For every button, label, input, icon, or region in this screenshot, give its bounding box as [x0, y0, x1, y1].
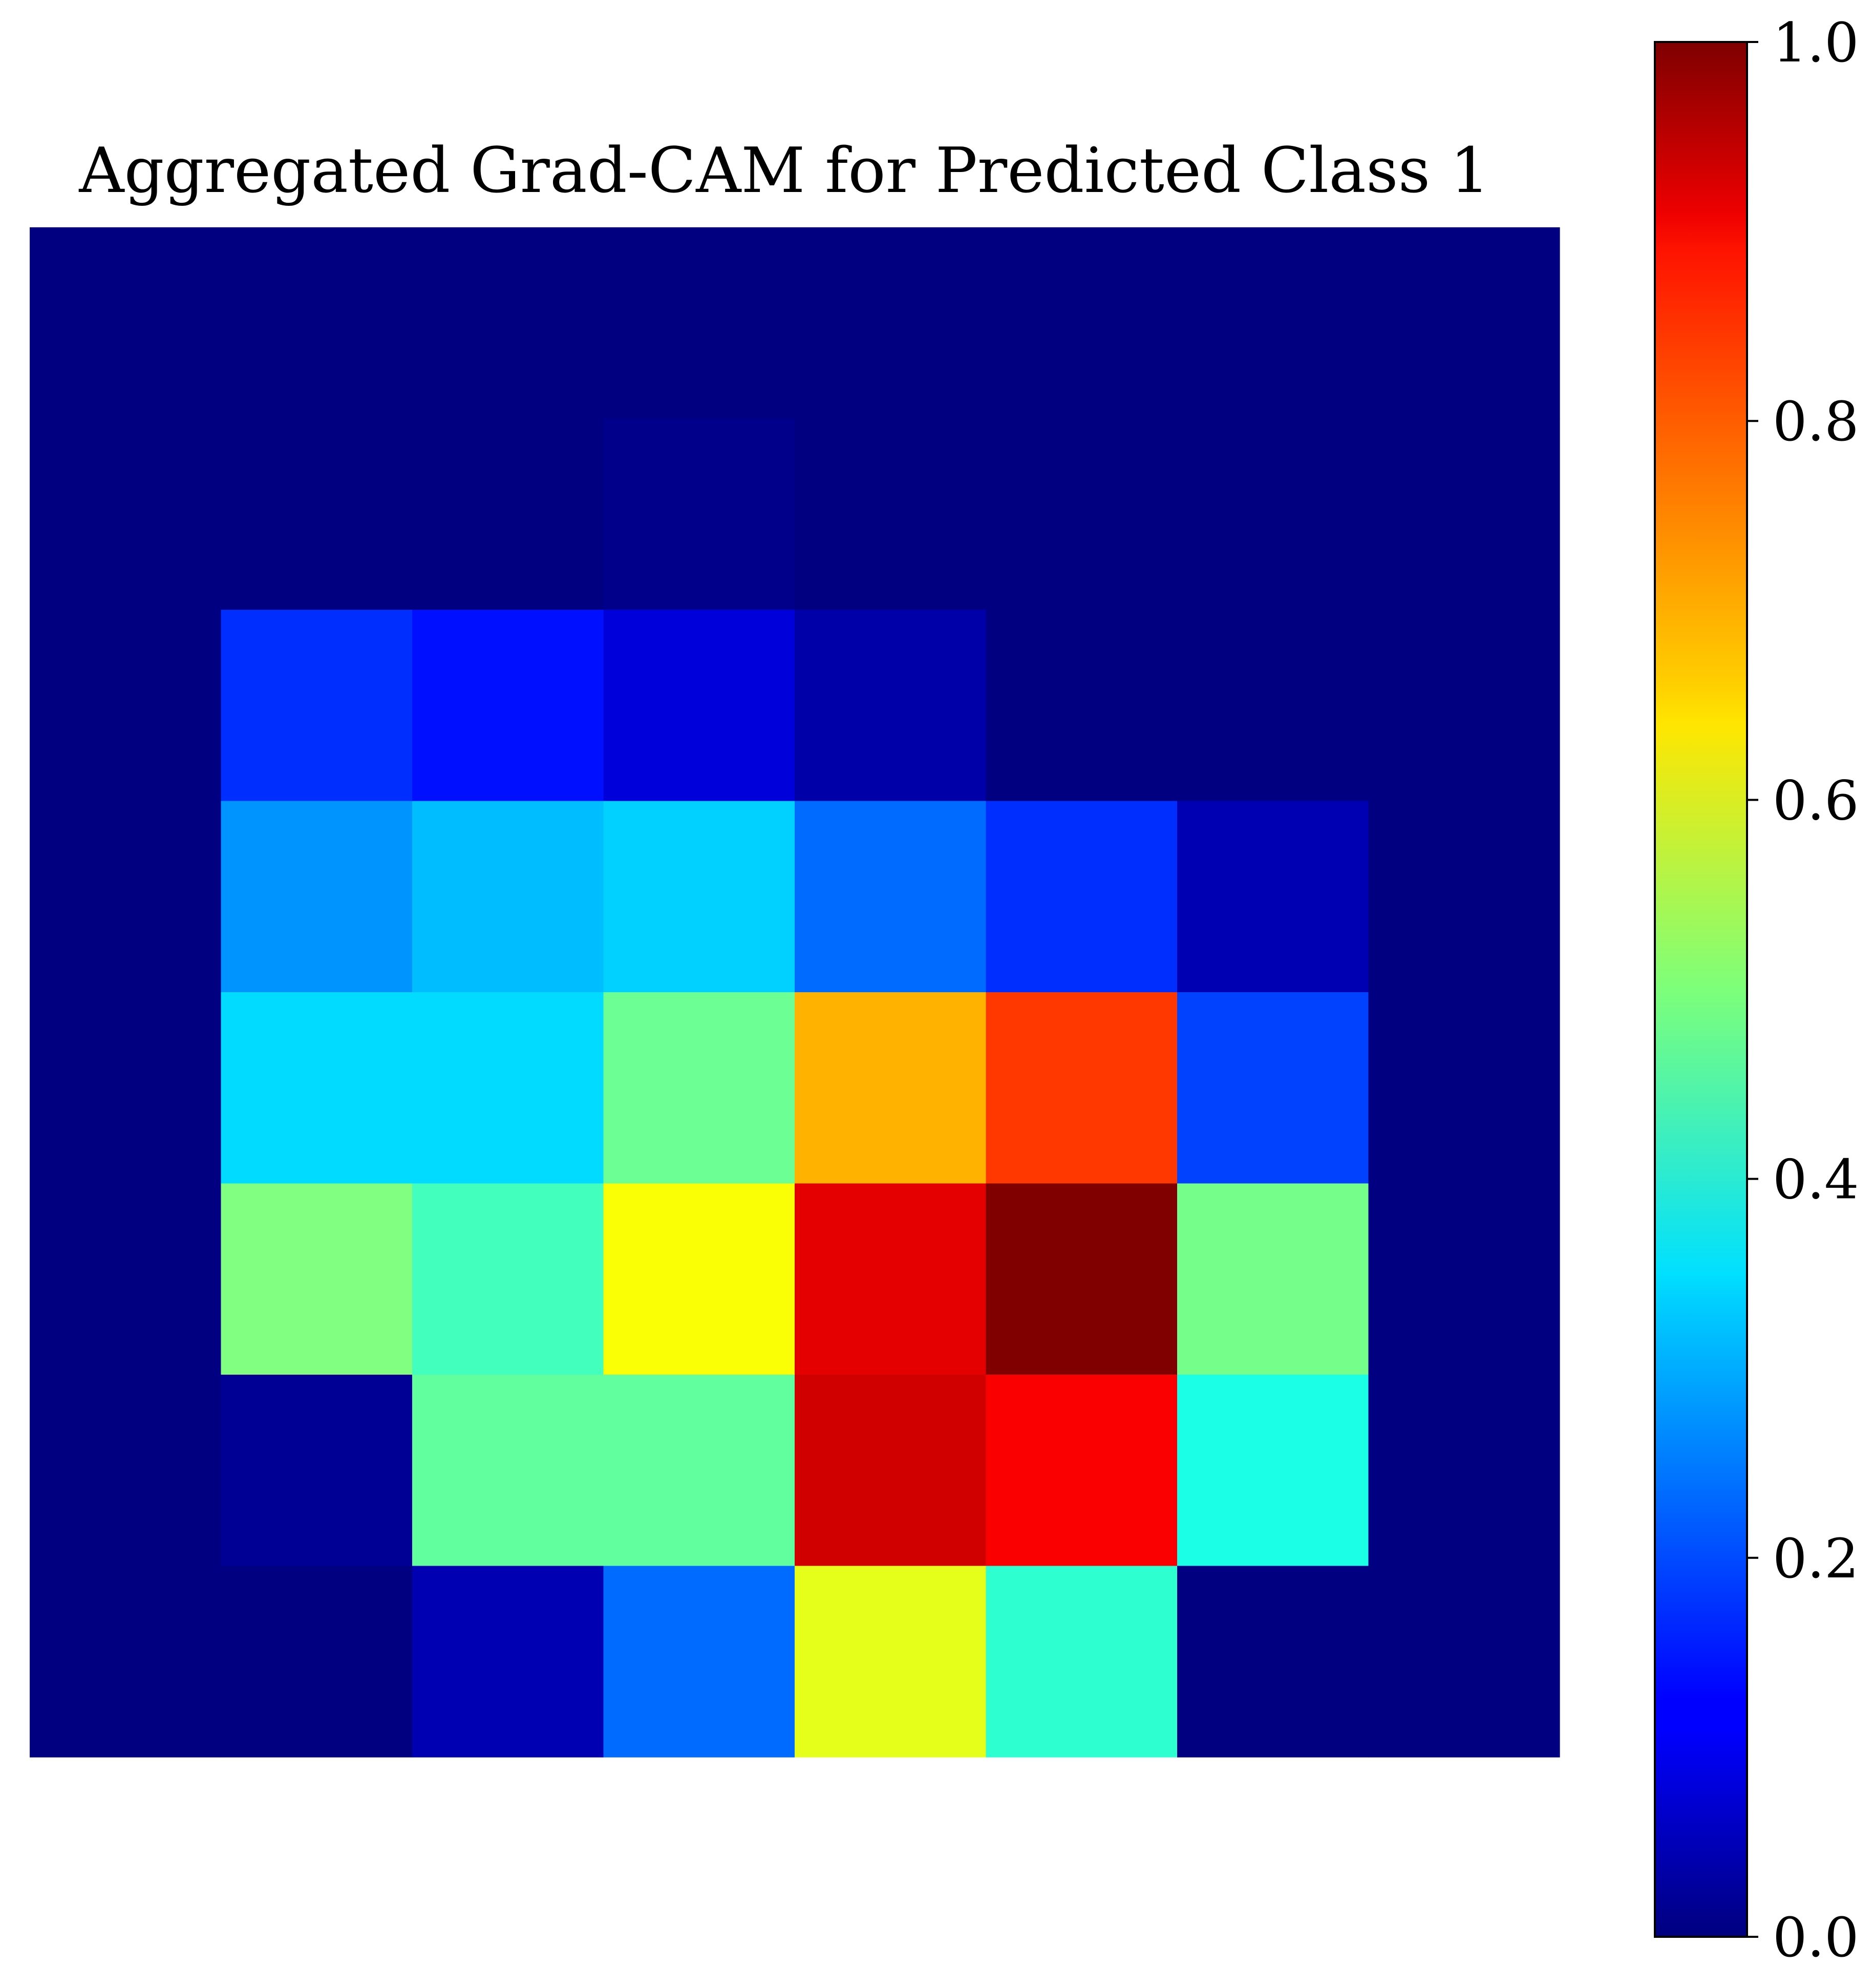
heatmap-cell-r4-c5 [986, 992, 1178, 1184]
heatmap-cell-r0-c1 [221, 227, 413, 419]
heatmap-cell-r0-c5 [986, 227, 1178, 419]
heatmap-cell-r4-c2 [412, 992, 604, 1184]
heatmap-cell-r7-c7 [1368, 1566, 1560, 1758]
heatmap-cell-r7-c2 [412, 1566, 604, 1758]
heatmap-cell-r1-c7 [1368, 418, 1560, 610]
heatmap-cell-r5-c5 [986, 1183, 1178, 1375]
heatmap-cell-r2-c7 [1368, 610, 1560, 802]
heatmap-cell-r2-c1 [221, 610, 413, 802]
heatmap-cell-r3-c2 [412, 801, 604, 993]
heatmap-cell-r3-c1 [221, 801, 413, 993]
heatmap-cell-r3-c4 [795, 801, 987, 993]
heatmap-cell-r3-c5 [986, 801, 1178, 993]
heatmap-cell-r4-c0 [30, 992, 222, 1184]
heatmap-cell-r4-c6 [1177, 992, 1369, 1184]
heatmap-cell-r2-c4 [795, 610, 987, 802]
heatmap-cell-r7-c6 [1177, 1566, 1369, 1758]
heatmap-cell-r0-c6 [1177, 227, 1369, 419]
colorbar-tick-label: 0.0 [1773, 1906, 1859, 1969]
heatmap-cell-r0-c7 [1368, 227, 1560, 419]
heatmap-cell-r1-c5 [986, 418, 1178, 610]
heatmap-cell-r5-c1 [221, 1183, 413, 1375]
colorbar-tick-label: 0.2 [1773, 1527, 1859, 1590]
heatmap-cell-r4-c3 [603, 992, 795, 1184]
chart-title: Aggregated Grad-CAM for Predicted Class … [78, 134, 1489, 207]
heatmap-cell-r0-c4 [795, 227, 987, 419]
heatmap-cell-r7-c4 [795, 1566, 987, 1758]
heatmap-cell-r2-c2 [412, 610, 604, 802]
colorbar-tick-label: 0.6 [1773, 769, 1859, 832]
heatmap-cell-r4-c7 [1368, 992, 1560, 1184]
heatmap-cell-r4-c4 [795, 992, 987, 1184]
colorbar-tick-label: 1.0 [1773, 11, 1859, 74]
heatmap-cell-r3-c6 [1177, 801, 1369, 993]
colorbar-tick-label: 0.4 [1773, 1148, 1859, 1211]
heatmap-cell-r6-c2 [412, 1375, 604, 1567]
heatmap-cell-r3-c7 [1368, 801, 1560, 993]
heatmap-cell-r3-c3 [603, 801, 795, 993]
heatmap-cell-r5-c4 [795, 1183, 987, 1375]
heatmap-cell-r7-c0 [30, 1566, 222, 1758]
colorbar-tick-label: 0.8 [1773, 390, 1859, 453]
heatmap-cell-r1-c0 [30, 418, 222, 610]
heatmap-cell-r7-c3 [603, 1566, 795, 1758]
heatmap-cell-r5-c7 [1368, 1183, 1560, 1375]
heatmap-cell-r6-c3 [603, 1375, 795, 1567]
colorbar: 0.0 0.2 0.4 0.6 0.8 1.0 [1654, 11, 1859, 1969]
heatmap-cell-r6-c1 [221, 1375, 413, 1567]
heatmap-cell-r7-c1 [221, 1566, 413, 1758]
heatmap-cell-r5-c2 [412, 1183, 604, 1375]
heatmap-cell-r4-c1 [221, 992, 413, 1184]
heatmap-cell-r6-c6 [1177, 1375, 1369, 1567]
heatmap-cell-r1-c6 [1177, 418, 1369, 610]
heatmap-cell-r5-c6 [1177, 1183, 1369, 1375]
heatmap-cell-r1-c2 [412, 418, 604, 610]
heatmap-grid [30, 227, 1560, 1758]
heatmap-cell-r6-c4 [795, 1375, 987, 1567]
heatmap-cell-r5-c3 [603, 1183, 795, 1375]
heatmap-cell-r3-c0 [30, 801, 222, 993]
heatmap-cell-r0-c0 [30, 227, 222, 419]
heatmap-cell-r6-c5 [986, 1375, 1178, 1567]
heatmap-cell-r0-c3 [603, 227, 795, 419]
heatmap-cell-r2-c3 [603, 610, 795, 802]
heatmap-cell-r1-c3 [603, 418, 795, 610]
heatmap-cell-r7-c5 [986, 1566, 1178, 1758]
heatmap-cell-r0-c2 [412, 227, 604, 419]
heatmap-cell-r2-c5 [986, 610, 1178, 802]
heatmap-cell-r2-c6 [1177, 610, 1369, 802]
heatmap-cell-r2-c0 [30, 610, 222, 802]
colorbar-ticks: 0.0 0.2 0.4 0.6 0.8 1.0 [1747, 11, 1859, 1969]
heatmap-cell-r5-c0 [30, 1183, 222, 1375]
heatmap-cell-r6-c7 [1368, 1375, 1560, 1567]
heatmap-cell-r6-c0 [30, 1375, 222, 1567]
heatmap-cell-r1-c1 [221, 418, 413, 610]
colorbar-gradient [1655, 42, 1747, 1937]
colorbar-frame [1654, 41, 1748, 1938]
heatmap-cell-r1-c4 [795, 418, 987, 610]
